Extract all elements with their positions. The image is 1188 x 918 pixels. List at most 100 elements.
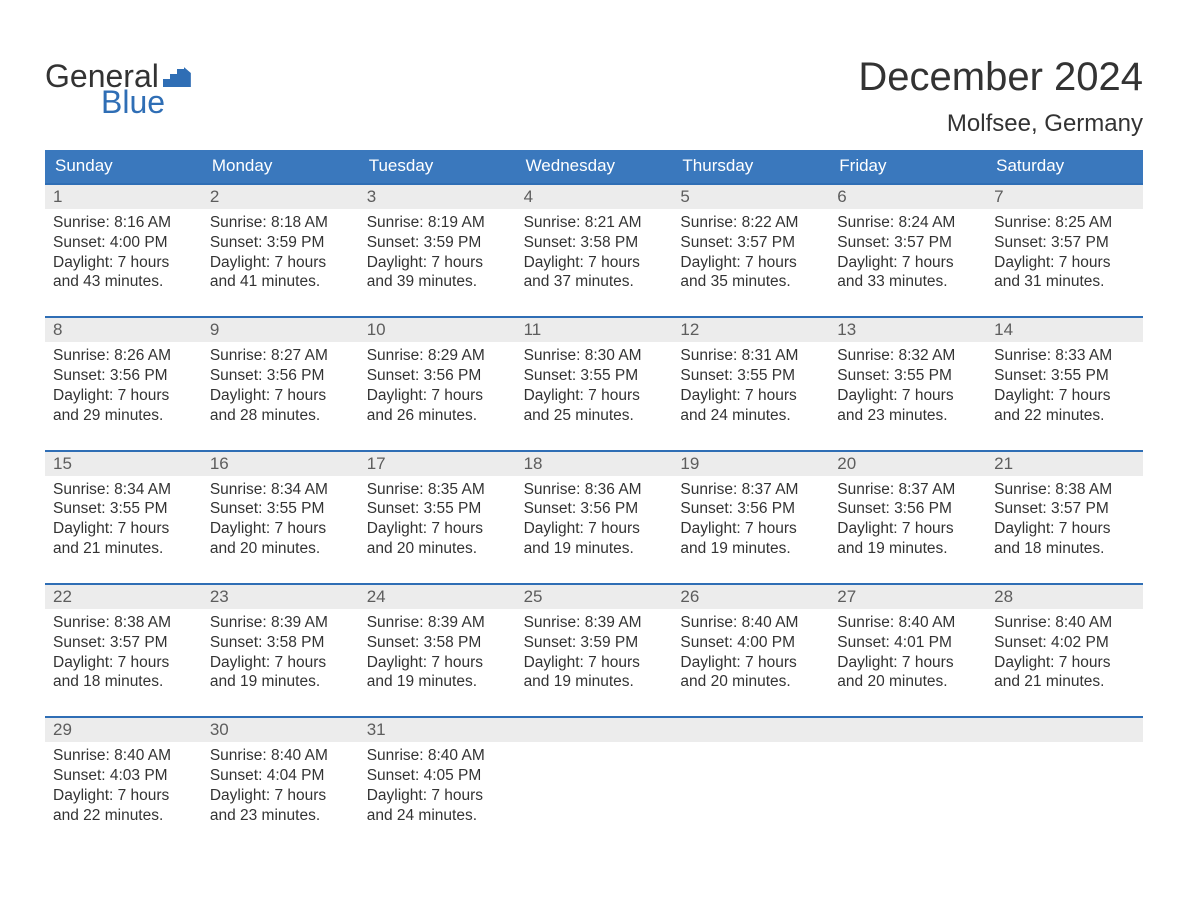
week-row: 29Sunrise: 8:40 AMSunset: 4:03 PMDayligh… [45, 716, 1143, 831]
sunrise-line: Sunrise: 8:40 AM [994, 613, 1135, 633]
daylight-line-2: and 19 minutes. [680, 539, 821, 559]
daylight-line-2: and 22 minutes. [53, 806, 194, 826]
daylight-line-2: and 28 minutes. [210, 406, 351, 426]
sunset-line: Sunset: 3:57 PM [837, 233, 978, 253]
day-number: 29 [45, 718, 202, 742]
sunset-line: Sunset: 3:55 PM [837, 366, 978, 386]
calendar-cell: 26Sunrise: 8:40 AMSunset: 4:00 PMDayligh… [672, 585, 829, 698]
calendar-cell: 10Sunrise: 8:29 AMSunset: 3:56 PMDayligh… [359, 318, 516, 431]
daylight-line-2: and 22 minutes. [994, 406, 1135, 426]
day-header-row: SundayMondayTuesdayWednesdayThursdayFrid… [45, 150, 1143, 183]
sunset-line: Sunset: 3:58 PM [367, 633, 508, 653]
daylight-line-2: and 31 minutes. [994, 272, 1135, 292]
daylight-line-2: and 21 minutes. [53, 539, 194, 559]
daylight-line-2: and 23 minutes. [837, 406, 978, 426]
daylight-line-2: and 19 minutes. [524, 672, 665, 692]
daylight-line-2: and 20 minutes. [680, 672, 821, 692]
cell-body [829, 742, 986, 752]
sunset-line: Sunset: 3:58 PM [210, 633, 351, 653]
sunrise-line: Sunrise: 8:36 AM [524, 480, 665, 500]
daylight-line-1: Daylight: 7 hours [210, 386, 351, 406]
daylight-line-2: and 29 minutes. [53, 406, 194, 426]
cell-body: Sunrise: 8:25 AMSunset: 3:57 PMDaylight:… [986, 209, 1143, 298]
calendar-cell: 4Sunrise: 8:21 AMSunset: 3:58 PMDaylight… [516, 185, 673, 298]
cell-body: Sunrise: 8:40 AMSunset: 4:05 PMDaylight:… [359, 742, 516, 831]
daylight-line-2: and 19 minutes. [524, 539, 665, 559]
calendar-cell: 30Sunrise: 8:40 AMSunset: 4:04 PMDayligh… [202, 718, 359, 831]
cell-body: Sunrise: 8:16 AMSunset: 4:00 PMDaylight:… [45, 209, 202, 298]
daylight-line-1: Daylight: 7 hours [994, 519, 1135, 539]
daylight-line-1: Daylight: 7 hours [837, 653, 978, 673]
calendar-cell [516, 718, 673, 831]
sunrise-line: Sunrise: 8:16 AM [53, 213, 194, 233]
daylight-line-1: Daylight: 7 hours [367, 386, 508, 406]
logo-text-blue: Blue [101, 86, 191, 118]
day-number: 30 [202, 718, 359, 742]
sunrise-line: Sunrise: 8:34 AM [53, 480, 194, 500]
calendar-cell: 27Sunrise: 8:40 AMSunset: 4:01 PMDayligh… [829, 585, 986, 698]
daylight-line-1: Daylight: 7 hours [210, 786, 351, 806]
cell-body: Sunrise: 8:40 AMSunset: 4:01 PMDaylight:… [829, 609, 986, 698]
cell-body: Sunrise: 8:40 AMSunset: 4:03 PMDaylight:… [45, 742, 202, 831]
day-number: 24 [359, 585, 516, 609]
daylight-line-1: Daylight: 7 hours [680, 653, 821, 673]
sunset-line: Sunset: 3:55 PM [367, 499, 508, 519]
daylight-line-1: Daylight: 7 hours [994, 386, 1135, 406]
day-number: 3 [359, 185, 516, 209]
daylight-line-2: and 39 minutes. [367, 272, 508, 292]
sunset-line: Sunset: 3:59 PM [524, 633, 665, 653]
daylight-line-2: and 19 minutes. [210, 672, 351, 692]
daylight-line-1: Daylight: 7 hours [367, 519, 508, 539]
day-number [672, 718, 829, 742]
day-number: 21 [986, 452, 1143, 476]
calendar-cell: 22Sunrise: 8:38 AMSunset: 3:57 PMDayligh… [45, 585, 202, 698]
sunset-line: Sunset: 3:55 PM [524, 366, 665, 386]
sunrise-line: Sunrise: 8:21 AM [524, 213, 665, 233]
calendar-cell: 15Sunrise: 8:34 AMSunset: 3:55 PMDayligh… [45, 452, 202, 565]
sunset-line: Sunset: 3:59 PM [210, 233, 351, 253]
day-number [516, 718, 673, 742]
sunrise-line: Sunrise: 8:40 AM [367, 746, 508, 766]
cell-body: Sunrise: 8:22 AMSunset: 3:57 PMDaylight:… [672, 209, 829, 298]
sunset-line: Sunset: 4:00 PM [680, 633, 821, 653]
day-number: 16 [202, 452, 359, 476]
day-number: 6 [829, 185, 986, 209]
sunrise-line: Sunrise: 8:39 AM [524, 613, 665, 633]
daylight-line-1: Daylight: 7 hours [367, 653, 508, 673]
calendar-cell: 13Sunrise: 8:32 AMSunset: 3:55 PMDayligh… [829, 318, 986, 431]
sunset-line: Sunset: 4:04 PM [210, 766, 351, 786]
daylight-line-2: and 25 minutes. [524, 406, 665, 426]
sunset-line: Sunset: 3:56 PM [367, 366, 508, 386]
sunset-line: Sunset: 4:00 PM [53, 233, 194, 253]
calendar-cell: 25Sunrise: 8:39 AMSunset: 3:59 PMDayligh… [516, 585, 673, 698]
daylight-line-2: and 33 minutes. [837, 272, 978, 292]
cell-body: Sunrise: 8:19 AMSunset: 3:59 PMDaylight:… [359, 209, 516, 298]
day-header-saturday: Saturday [986, 150, 1143, 183]
day-number: 18 [516, 452, 673, 476]
calendar-cell: 28Sunrise: 8:40 AMSunset: 4:02 PMDayligh… [986, 585, 1143, 698]
daylight-line-2: and 19 minutes. [837, 539, 978, 559]
location: Molfsee, Germany [858, 110, 1143, 138]
sunrise-line: Sunrise: 8:40 AM [53, 746, 194, 766]
daylight-line-1: Daylight: 7 hours [210, 519, 351, 539]
day-number: 5 [672, 185, 829, 209]
calendar-cell: 16Sunrise: 8:34 AMSunset: 3:55 PMDayligh… [202, 452, 359, 565]
sunrise-line: Sunrise: 8:29 AM [367, 346, 508, 366]
cell-body: Sunrise: 8:39 AMSunset: 3:58 PMDaylight:… [359, 609, 516, 698]
sunrise-line: Sunrise: 8:27 AM [210, 346, 351, 366]
daylight-line-1: Daylight: 7 hours [53, 253, 194, 273]
day-number: 31 [359, 718, 516, 742]
calendar-cell: 29Sunrise: 8:40 AMSunset: 4:03 PMDayligh… [45, 718, 202, 831]
sunset-line: Sunset: 3:55 PM [53, 499, 194, 519]
calendar-cell: 14Sunrise: 8:33 AMSunset: 3:55 PMDayligh… [986, 318, 1143, 431]
cell-body: Sunrise: 8:31 AMSunset: 3:55 PMDaylight:… [672, 342, 829, 431]
daylight-line-1: Daylight: 7 hours [524, 519, 665, 539]
daylight-line-2: and 18 minutes. [53, 672, 194, 692]
sunset-line: Sunset: 3:59 PM [367, 233, 508, 253]
daylight-line-1: Daylight: 7 hours [210, 253, 351, 273]
sunrise-line: Sunrise: 8:25 AM [994, 213, 1135, 233]
daylight-line-2: and 35 minutes. [680, 272, 821, 292]
sunrise-line: Sunrise: 8:31 AM [680, 346, 821, 366]
sunrise-line: Sunrise: 8:35 AM [367, 480, 508, 500]
calendar-cell: 31Sunrise: 8:40 AMSunset: 4:05 PMDayligh… [359, 718, 516, 831]
